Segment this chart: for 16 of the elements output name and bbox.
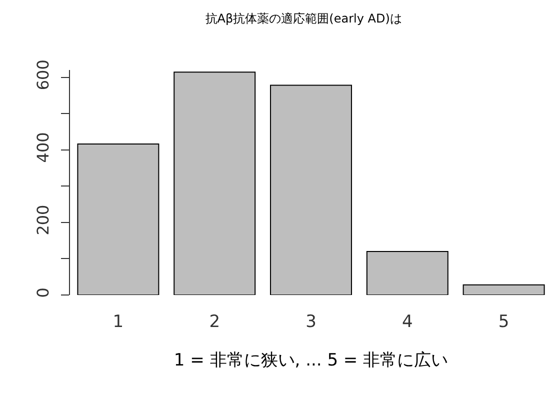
- x-tick-label: 3: [306, 312, 316, 332]
- y-tick-label: 400: [34, 132, 53, 163]
- bar: [174, 72, 256, 295]
- x-tick-label: 1: [112, 312, 124, 332]
- bar: [77, 144, 160, 295]
- x-tick-label: 2: [209, 312, 220, 332]
- bar: [270, 84, 352, 295]
- bar: [462, 284, 545, 295]
- y-tick-label: 200: [34, 204, 53, 236]
- x-axis-title: 1 = 非常に狭い, ... 5 = 非常に広い: [174, 350, 448, 370]
- x-tick-label: 5: [498, 312, 510, 332]
- bar: [366, 250, 448, 295]
- chart-title: 抗Aβ抗体薬の適応範囲(early AD)は: [205, 11, 402, 26]
- y-tick-label: 600: [34, 60, 53, 90]
- y-tick-label: 0: [34, 288, 53, 298]
- x-tick-label: 4: [402, 312, 413, 332]
